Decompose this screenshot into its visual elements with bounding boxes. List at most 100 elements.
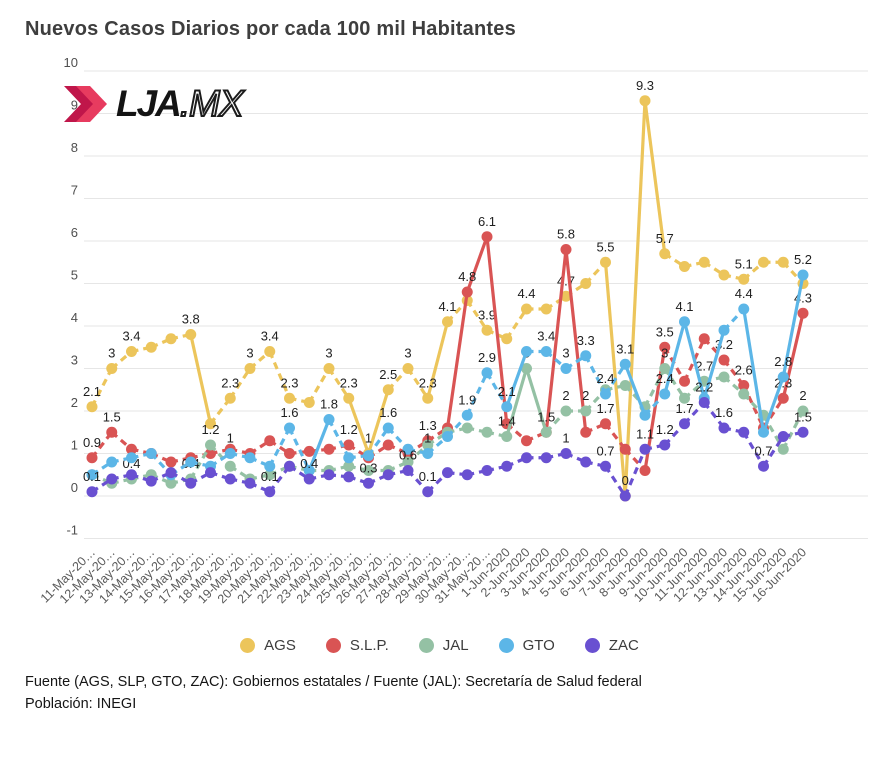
data-point-S.L.P.[interactable] (86, 452, 98, 464)
data-point-S.L.P.[interactable] (382, 439, 394, 451)
data-point-ZAC[interactable] (363, 477, 374, 489)
data-point-JAL[interactable] (777, 443, 789, 455)
legend-item-GTO[interactable]: GTO (498, 637, 555, 654)
data-point-ZAC[interactable] (145, 475, 157, 487)
data-point-AGS[interactable] (244, 363, 256, 374)
legend-item-ZAC[interactable]: ZAC (584, 637, 639, 654)
data-point-AGS[interactable] (659, 248, 671, 260)
data-point-AGS[interactable] (698, 256, 710, 268)
legend-item-AGS[interactable]: AGS (240, 637, 296, 654)
data-point-GTO[interactable] (145, 448, 157, 459)
data-point-S.L.P.[interactable] (106, 426, 118, 438)
data-point-GTO[interactable] (580, 350, 592, 362)
data-point-GTO[interactable] (501, 401, 513, 413)
data-point-GTO[interactable] (382, 422, 394, 434)
data-point-GTO[interactable] (86, 469, 98, 481)
data-point-GTO[interactable] (422, 448, 434, 459)
data-point-GTO[interactable] (442, 431, 453, 442)
data-point-GTO[interactable] (718, 324, 730, 336)
data-point-AGS[interactable] (343, 392, 355, 404)
data-point-ZAC[interactable] (540, 452, 552, 464)
data-point-S.L.P.[interactable] (600, 418, 611, 430)
data-point-GTO[interactable] (303, 465, 315, 476)
data-point-JAL[interactable] (521, 363, 532, 374)
data-point-ZAC[interactable] (402, 465, 414, 476)
data-point-S.L.P.[interactable] (481, 231, 493, 243)
data-point-ZAC[interactable] (560, 448, 572, 459)
data-point-JAL[interactable] (224, 460, 236, 472)
data-point-AGS[interactable] (382, 384, 394, 396)
data-point-AGS[interactable] (165, 333, 177, 345)
data-point-GTO[interactable] (738, 303, 750, 315)
data-point-ZAC[interactable] (422, 486, 434, 498)
data-point-ZAC[interactable] (303, 473, 315, 485)
data-point-AGS[interactable] (323, 363, 335, 374)
data-point-ZAC[interactable] (264, 486, 276, 498)
data-point-JAL[interactable] (165, 477, 177, 489)
data-point-GTO[interactable] (619, 358, 631, 370)
data-point-ZAC[interactable] (126, 469, 137, 481)
data-point-ZAC[interactable] (106, 473, 118, 485)
data-point-GTO[interactable] (481, 367, 493, 379)
data-point-JAL[interactable] (205, 439, 216, 451)
data-point-AGS[interactable] (106, 363, 118, 374)
data-point-ZAC[interactable] (185, 477, 197, 489)
data-point-ZAC[interactable] (442, 467, 453, 479)
data-point-GTO[interactable] (777, 371, 789, 383)
legend-item-JAL[interactable]: JAL (418, 637, 469, 654)
data-point-ZAC[interactable] (698, 397, 710, 408)
data-point-AGS[interactable] (86, 401, 98, 413)
data-point-ZAC[interactable] (205, 467, 216, 479)
data-point-S.L.P.[interactable] (284, 448, 295, 459)
data-point-GTO[interactable] (244, 452, 256, 464)
data-point-ZAC[interactable] (284, 460, 295, 472)
data-point-AGS[interactable] (205, 418, 216, 430)
data-point-ZAC[interactable] (461, 469, 473, 481)
data-point-S.L.P.[interactable] (205, 448, 216, 459)
data-point-AGS[interactable] (402, 363, 414, 374)
data-point-S.L.P.[interactable] (343, 439, 355, 451)
data-point-AGS[interactable] (580, 278, 592, 289)
data-point-GTO[interactable] (284, 422, 295, 434)
data-point-AGS[interactable] (422, 392, 434, 404)
data-point-S.L.P.[interactable] (560, 244, 572, 255)
data-point-GTO[interactable] (758, 426, 769, 438)
data-point-JAL[interactable] (797, 405, 809, 417)
data-point-S.L.P.[interactable] (619, 443, 631, 455)
data-point-AGS[interactable] (501, 333, 513, 345)
data-point-S.L.P.[interactable] (323, 443, 335, 455)
data-point-JAL[interactable] (343, 460, 355, 472)
data-point-AGS[interactable] (145, 341, 157, 353)
data-point-ZAC[interactable] (639, 443, 651, 455)
data-point-JAL[interactable] (461, 422, 473, 434)
data-point-S.L.P.[interactable] (461, 286, 473, 298)
data-point-AGS[interactable] (521, 303, 532, 315)
data-point-JAL[interactable] (659, 363, 671, 374)
legend-item-S.L.P.[interactable]: S.L.P. (325, 637, 389, 654)
data-point-S.L.P.[interactable] (580, 426, 592, 438)
data-point-JAL[interactable] (264, 469, 276, 481)
data-point-GTO[interactable] (363, 450, 374, 462)
data-point-AGS[interactable] (540, 303, 552, 315)
data-point-AGS[interactable] (777, 256, 789, 268)
data-point-ZAC[interactable] (501, 460, 513, 472)
data-point-AGS[interactable] (303, 397, 315, 408)
data-point-ZAC[interactable] (165, 467, 177, 479)
data-point-AGS[interactable] (738, 273, 750, 285)
data-point-GTO[interactable] (126, 452, 137, 464)
data-point-ZAC[interactable] (86, 486, 98, 498)
data-point-JAL[interactable] (402, 456, 414, 468)
data-point-ZAC[interactable] (679, 418, 690, 430)
data-point-ZAC[interactable] (758, 460, 769, 472)
data-point-ZAC[interactable] (797, 426, 809, 438)
data-point-AGS[interactable] (224, 392, 236, 404)
data-point-JAL[interactable] (422, 439, 434, 451)
data-point-JAL[interactable] (501, 431, 513, 442)
data-point-JAL[interactable] (363, 465, 374, 476)
data-point-S.L.P.[interactable] (659, 341, 671, 353)
data-point-GTO[interactable] (106, 456, 118, 468)
data-point-S.L.P.[interactable] (698, 333, 710, 345)
data-point-AGS[interactable] (481, 324, 493, 336)
data-point-S.L.P.[interactable] (718, 354, 730, 366)
data-point-JAL[interactable] (560, 405, 572, 417)
